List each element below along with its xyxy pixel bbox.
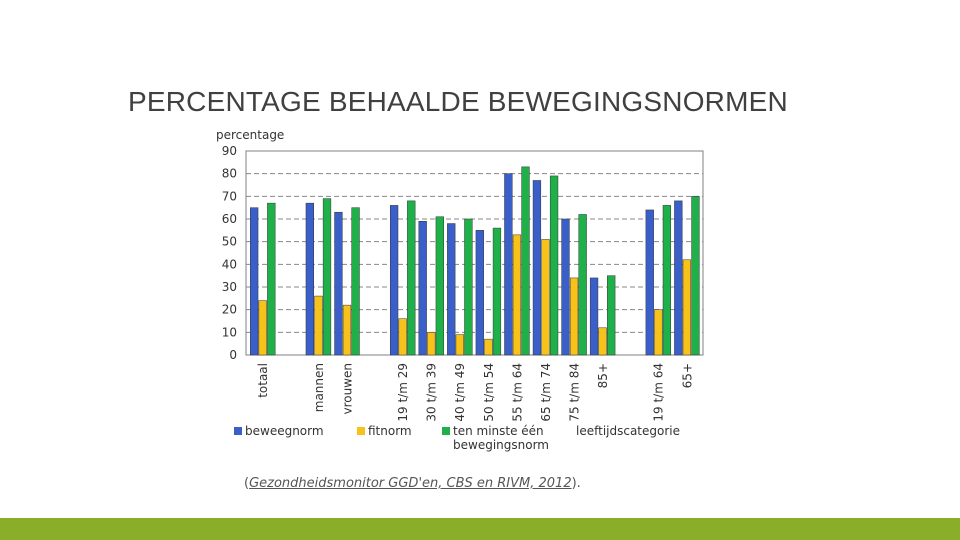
bar-ten-2 <box>322 198 332 356</box>
bar-ten-3 <box>351 207 360 356</box>
bar-fitnorm-11 <box>598 327 607 356</box>
legend: beweegnorm fitnorm ten minste één bewegi… <box>234 424 680 452</box>
x-tick-label: mannen <box>312 363 326 412</box>
bar-fitnorm-3 <box>342 304 352 356</box>
bar-fitnorm-10 <box>569 277 579 356</box>
bar-fitnorm-12 <box>654 309 663 356</box>
bar-ten-9 <box>549 175 559 356</box>
bar-fitnorm-2 <box>314 295 323 356</box>
source-link[interactable]: Gezondheidsmonitor GGD'en, CBS en RIVM, … <box>249 476 572 491</box>
caption-close: ). <box>571 476 581 491</box>
x-tick-label: 85+ <box>596 363 610 388</box>
bar-beweegnorm-3 <box>334 211 343 356</box>
y-tick-label: 60 <box>222 212 237 226</box>
y-tick-label: 50 <box>222 235 237 249</box>
bar-fitnorm-6 <box>455 334 464 356</box>
x-tick-label: 19 t/m 64 <box>652 363 666 422</box>
x-tick-label: 50 t/m 54 <box>482 363 496 422</box>
bar-fitnorm-8 <box>512 234 522 356</box>
bar-ten-12 <box>662 205 672 356</box>
footer-bar <box>0 518 960 540</box>
x-tick-label: 65+ <box>680 363 694 388</box>
y-tick-label: 90 <box>222 144 237 158</box>
x-tick-label: 40 t/m 49 <box>453 363 467 422</box>
bar-beweegnorm-7 <box>475 230 484 356</box>
x-tick-label: 75 t/m 84 <box>567 363 581 422</box>
bar-ten-8 <box>521 166 530 356</box>
y-tick-label: 0 <box>229 348 237 362</box>
bar-beweegnorm-1 <box>250 207 259 356</box>
bar-beweegnorm-11 <box>589 277 599 356</box>
bar-beweegnorm-2 <box>305 202 314 356</box>
legend-swatch-fitnorm <box>357 427 365 435</box>
y-tick-label: 20 <box>222 303 237 317</box>
bar-fitnorm-9 <box>541 239 550 356</box>
legend-leeftijdscategorie: leeftijdscategorie <box>576 424 680 438</box>
legend-label-bewegingsnorm: bewegingsnorm <box>453 438 549 452</box>
bar-chart: percentage 0 10 20 30 40 50 60 70 80 90 totaal man… <box>216 128 704 452</box>
bar-fitnorm-5 <box>427 332 436 356</box>
bar-fitnorm-4 <box>398 318 407 356</box>
x-axis-ticks: totaal mannen vrouwen 19 t/m 29 30 t/m 39 40 … <box>256 363 694 422</box>
y-tick-label: 70 <box>222 189 237 203</box>
bar-ten-10 <box>578 214 587 356</box>
legend-label-fitnorm: fitnorm <box>368 424 412 438</box>
caption-open: ( <box>244 476 250 491</box>
bar-ten-5 <box>435 216 444 356</box>
legend-label-beweegnorm: beweegnorm <box>245 424 324 438</box>
y-tick-label: 80 <box>222 167 237 181</box>
y-tick-label: 40 <box>222 257 237 271</box>
bar-beweegnorm-9 <box>532 180 542 356</box>
bar-fitnorm-13 <box>682 259 692 356</box>
bar-series-layer <box>250 166 700 356</box>
x-tick-label: 55 t/m 64 <box>510 363 524 422</box>
bar-beweegnorm-10 <box>561 218 570 356</box>
bar-ten-11 <box>607 275 616 356</box>
x-tick-label: 19 t/m 29 <box>396 363 410 422</box>
bar-ten-1 <box>267 202 276 356</box>
bar-ten-7 <box>492 227 502 356</box>
y-axis-title: percentage <box>216 128 284 142</box>
bar-fitnorm-7 <box>484 338 493 356</box>
bar-beweegnorm-6 <box>447 223 456 356</box>
legend-swatch-beweegnorm <box>234 427 242 435</box>
legend-swatch-ten-minste-een <box>442 427 450 435</box>
x-tick-label: 30 t/m 39 <box>425 363 439 422</box>
x-tick-label: totaal <box>256 363 270 398</box>
x-tick-label: 65 t/m 74 <box>539 363 553 422</box>
bar-beweegnorm-4 <box>389 205 399 356</box>
source-caption: (Gezondheidsmonitor GGD'en, CBS en RIVM,… <box>244 476 581 491</box>
y-tick-label: 10 <box>222 325 237 339</box>
y-axis-ticks: 0 10 20 30 40 50 60 70 80 90 <box>222 144 237 362</box>
y-tick-label: 30 <box>222 280 237 294</box>
x-tick-label: vrouwen <box>340 363 354 415</box>
bar-beweegnorm-5 <box>418 221 427 356</box>
bar-fitnorm-1 <box>258 300 267 356</box>
bar-beweegnorm-13 <box>674 200 683 356</box>
bar-beweegnorm-8 <box>504 173 513 356</box>
slide-title: PERCENTAGE BEHAALDE BEWEGINGSNORMEN <box>128 86 788 117</box>
bar-beweegnorm-12 <box>645 209 654 356</box>
bar-ten-13 <box>691 196 700 356</box>
bar-ten-4 <box>407 200 416 356</box>
bar-ten-6 <box>464 218 473 356</box>
legend-label-ten-minste-een: ten minste één <box>453 424 544 438</box>
